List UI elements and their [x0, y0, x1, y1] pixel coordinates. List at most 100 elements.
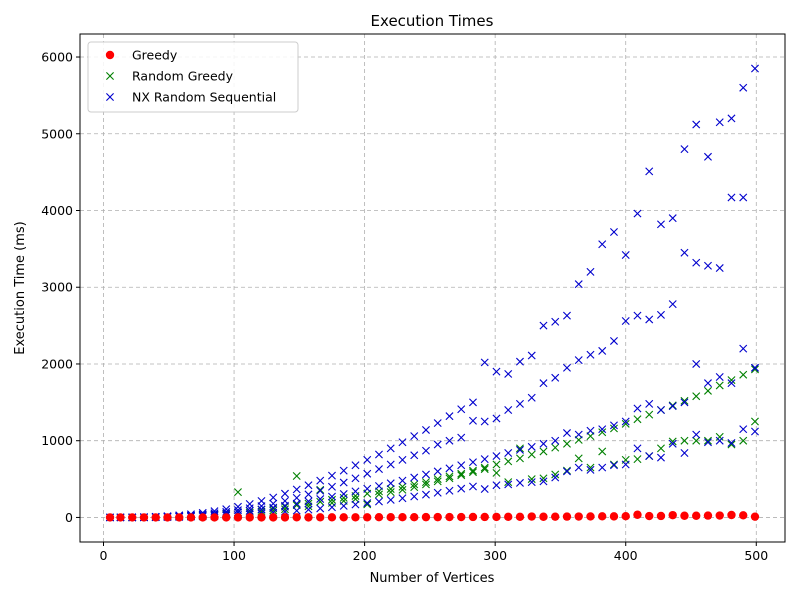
nx-random-sequential-point: [457, 405, 466, 414]
greedy-point: [351, 513, 360, 522]
nx-random-sequential-point: [433, 467, 442, 476]
random-greedy-point: [750, 417, 759, 426]
nx-random-sequential-point: [633, 209, 642, 218]
greedy-point: [327, 513, 337, 522]
nx-random-sequential-point: [374, 450, 383, 459]
nx-random-sequential-point: [645, 167, 654, 176]
legend: Greedy Random Greedy NX Random Sequential: [87, 41, 299, 113]
nx-random-sequential-point: [316, 476, 325, 485]
greedy-point: [633, 510, 642, 519]
nx-random-sequential-point: [574, 280, 583, 289]
nx-random-sequential-point: [598, 346, 607, 355]
nx-random-sequential-point: [339, 501, 348, 510]
nx-random-sequential-point: [539, 439, 548, 448]
greedy-point: [445, 512, 454, 522]
random-greedy-point: [374, 490, 383, 499]
greedy-point: [233, 513, 243, 522]
nx-random-sequential-point: [386, 444, 395, 453]
nx-random-sequential-point: [398, 494, 407, 503]
random-greedy-point: [692, 392, 701, 401]
random-greedy-point: [703, 386, 712, 395]
nx-random-sequential-point: [374, 481, 383, 490]
nx-random-sequential-point: [292, 493, 301, 502]
nx-random-sequential-point: [515, 478, 524, 487]
nx-random-sequential-point: [351, 461, 360, 470]
nx-random-sequential-point: [457, 484, 466, 493]
nx-random-sequential-point: [574, 463, 583, 472]
nx-random-sequential-point: [351, 500, 360, 509]
nx-random-sequential-point: [292, 499, 301, 508]
y-tick-label: 3000: [41, 280, 73, 295]
x-axis-label: Number of Vertices: [370, 571, 495, 586]
random-greedy-point: [703, 436, 712, 445]
nx-random-sequential-point: [421, 446, 430, 455]
greedy-point: [304, 513, 313, 522]
nx-random-sequential-point: [327, 503, 336, 512]
nx-random-sequential-point: [398, 438, 407, 447]
nx-random-sequential-point: [551, 373, 560, 382]
nx-random-sequential-point: [586, 465, 595, 474]
nx-random-sequential-point: [527, 478, 536, 487]
nx-random-sequential-point: [339, 466, 348, 475]
nx-random-sequential-point: [386, 479, 395, 488]
nx-random-sequential-point: [750, 64, 759, 73]
axis-ticks: 0 100 200 300 400 500010002000300040005000600…: [41, 50, 768, 563]
nx-random-sequential-point: [668, 402, 677, 411]
nx-random-sequential-point: [703, 438, 712, 447]
nx-random-sequential-point: [269, 499, 278, 508]
nx-random-sequential-point: [327, 471, 336, 480]
y-tick-label: 2000: [41, 356, 73, 371]
nx-random-sequential-point: [480, 417, 489, 426]
nx-random-sequential-point: [339, 489, 348, 498]
greedy-point: [586, 512, 595, 521]
random-greedy-point: [468, 468, 477, 477]
random-greedy-point: [304, 499, 313, 508]
nx-random-sequential-point: [233, 502, 242, 511]
nx-random-sequential-point: [410, 432, 419, 441]
x-tick-label: 100: [222, 548, 246, 563]
greedy-point: [116, 513, 125, 522]
random-greedy-point: [492, 460, 501, 469]
greedy-point: [621, 512, 630, 521]
nx-random-sequential-point: [727, 193, 736, 202]
nx-random-sequential-point: [445, 464, 454, 473]
greedy-point: [363, 513, 372, 522]
greedy-point: [269, 513, 278, 522]
nx-random-sequential-point: [715, 118, 724, 127]
nx-random-sequential-point: [504, 369, 513, 378]
nx-random-sequential-point: [727, 114, 736, 123]
greedy-point: [421, 512, 431, 522]
random-greedy-point: [539, 474, 548, 483]
legend-marker-greedy: [105, 50, 115, 60]
nx-random-sequential-point: [621, 417, 630, 426]
nx-random-sequential-point: [351, 474, 360, 483]
greedy-point: [692, 511, 701, 520]
nx-random-sequential-point: [304, 505, 313, 514]
random-greedy-point: [386, 485, 395, 494]
nx-random-sequential-point: [316, 486, 325, 495]
nx-random-sequential-point: [739, 83, 748, 92]
nx-random-sequential-point: [257, 502, 266, 511]
nx-random-sequential-point: [492, 481, 501, 490]
greedy-point: [433, 512, 442, 522]
random-greedy-point: [327, 495, 336, 504]
nx-random-sequential-point: [562, 429, 571, 438]
chart-title: Execution Times: [371, 12, 494, 30]
nx-random-sequential-point: [492, 414, 501, 423]
nx-random-sequential-point: [621, 251, 630, 259]
greedy-point: [750, 512, 760, 521]
random-greedy-point: [280, 505, 289, 514]
nx-random-sequential-point: [539, 477, 548, 486]
nx-random-sequential-point: [292, 506, 301, 515]
nx-random-sequential-point: [703, 379, 712, 388]
random-greedy-point: [515, 444, 524, 453]
nx-random-sequential-point: [633, 311, 642, 320]
greedy-series: [105, 510, 760, 522]
greedy-point: [468, 512, 478, 522]
nx-random-sequential-point: [433, 419, 442, 428]
random-greedy-point: [656, 444, 665, 453]
random-greedy-point: [363, 500, 372, 509]
nx-random-sequential-point: [468, 416, 477, 425]
nx-random-sequential-point: [645, 399, 654, 408]
random-greedy-point: [727, 440, 736, 449]
